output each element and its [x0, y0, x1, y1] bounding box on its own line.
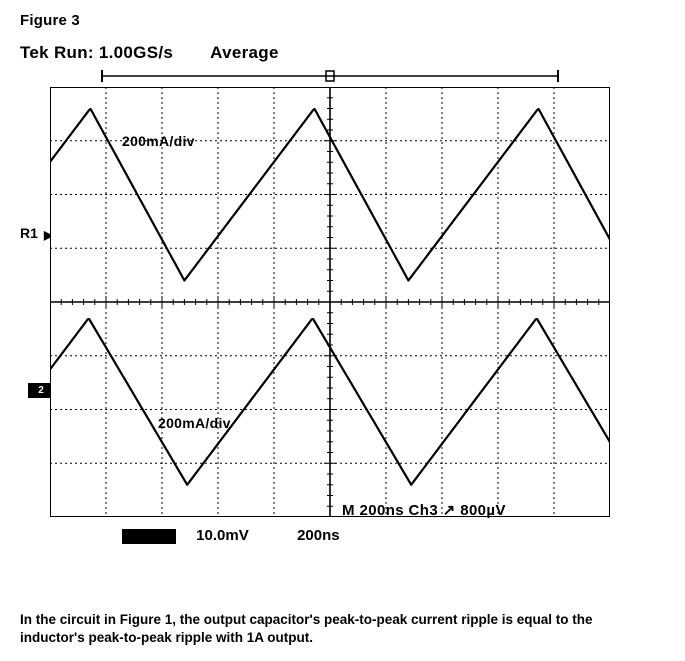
tek-run-text: Tek Run: 1.00GS/s — [20, 43, 173, 62]
tek-run-line: Tek Run: 1.00GS/s Average — [20, 43, 665, 63]
readout-mv: 10.0mV — [196, 527, 249, 544]
figure-title: Figure 3 — [20, 12, 665, 29]
timebase-readout: M 200ns Ch3 ↗ 800µV — [342, 501, 506, 519]
readout-highlight-box — [122, 529, 176, 544]
oscilloscope: R1 ▶ 2 200mA/div 200mA/div M 200ns Ch3 ↗… — [50, 65, 650, 545]
ref1-label: R1 — [20, 225, 38, 241]
trigger-bar — [100, 69, 560, 83]
ch1-scale-label: 200mA/div — [122, 133, 195, 149]
acq-mode: Average — [210, 43, 279, 62]
ch2-scale-label: 200mA/div — [158, 415, 231, 431]
bottom-readout: 10.0mV 200ns — [122, 527, 340, 544]
scope-plot — [50, 87, 610, 517]
readout-timebase: 200ns — [297, 527, 340, 544]
figure-caption: In the circuit in Figure 1, the output c… — [20, 611, 660, 647]
